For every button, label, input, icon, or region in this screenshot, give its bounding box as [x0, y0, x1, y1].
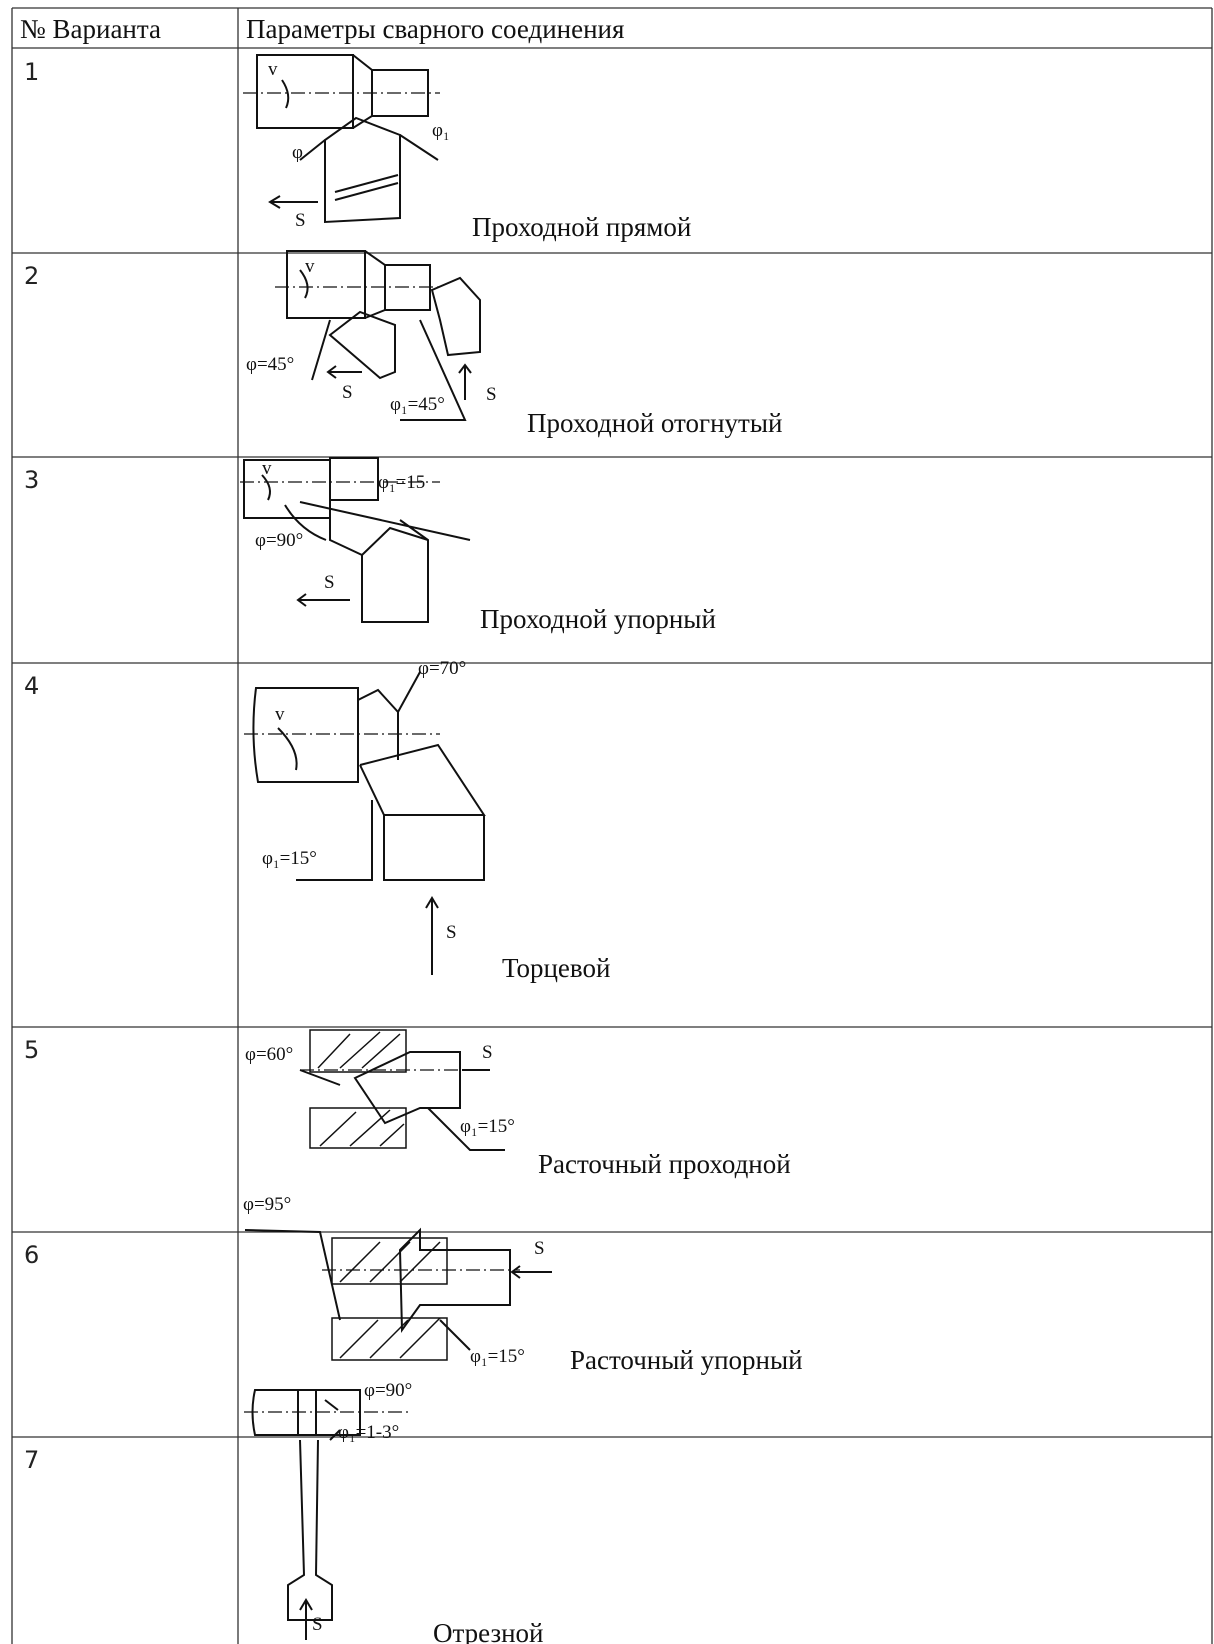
- drawing-label: v: [268, 59, 278, 80]
- drawing-label: φ=45°: [246, 354, 294, 375]
- row-number: 2: [24, 262, 39, 290]
- drawing-label: φ₁: [432, 120, 450, 141]
- drawing-label: S: [486, 384, 497, 405]
- drawing-label: φ=95°: [243, 1194, 291, 1215]
- drawing: [244, 1389, 410, 1640]
- drawing: [244, 1227, 552, 1361]
- drawing-label: φ=90°: [255, 530, 303, 551]
- drawing-label: S: [342, 382, 353, 403]
- drawing-label: S: [295, 210, 306, 231]
- row-number: 7: [24, 1446, 39, 1474]
- drawing: [240, 457, 471, 623]
- drawing-label: v: [305, 256, 315, 277]
- caption: Расточный упорный: [570, 1345, 803, 1375]
- caption: Отрезной: [433, 1618, 544, 1644]
- drawing-label: S: [534, 1238, 545, 1259]
- drawing-label: φ₁=15: [378, 472, 425, 493]
- caption: Расточный проходной: [538, 1149, 791, 1179]
- header-cell: № Варианта: [20, 14, 161, 44]
- drawing: [243, 54, 440, 224]
- drawing: [299, 1029, 505, 1151]
- caption: Торцевой: [502, 953, 610, 983]
- drawing-label: S: [482, 1042, 493, 1063]
- row-number: 3: [24, 466, 39, 494]
- header-cell: Параметры сварного соединения: [246, 14, 624, 44]
- drawing: [244, 671, 486, 975]
- drawing-label: v: [262, 458, 272, 479]
- row-number: 4: [24, 672, 39, 700]
- drawing-label: φ₁=15°: [262, 848, 317, 869]
- drawing-label: φ₁=15°: [460, 1116, 515, 1137]
- row-number: 1: [24, 58, 39, 86]
- drawing-label: φ=90°: [364, 1380, 412, 1401]
- drawing-label: φ=70°: [418, 658, 466, 679]
- caption: Проходной прямой: [472, 212, 691, 242]
- drawing-label: S: [446, 922, 457, 943]
- drawing-label: φ₁=45°: [390, 394, 445, 415]
- caption: Проходной упорный: [480, 604, 716, 634]
- row-number: 6: [24, 1241, 39, 1269]
- drawing-label: S: [324, 572, 335, 593]
- drawing-label: φ=60°: [245, 1044, 293, 1065]
- row-number: 5: [24, 1036, 39, 1064]
- drawing-label: v: [275, 704, 285, 725]
- drawing-label: S: [312, 1614, 323, 1635]
- caption: Проходной отогнутый: [527, 408, 782, 438]
- drawing-label: φ: [292, 142, 303, 163]
- drawing-label: φ₁=15°: [470, 1346, 525, 1367]
- drawing: [275, 250, 481, 421]
- drawing-label: φ₁=1-3°: [338, 1422, 399, 1443]
- table-grid: [11, 7, 1213, 1644]
